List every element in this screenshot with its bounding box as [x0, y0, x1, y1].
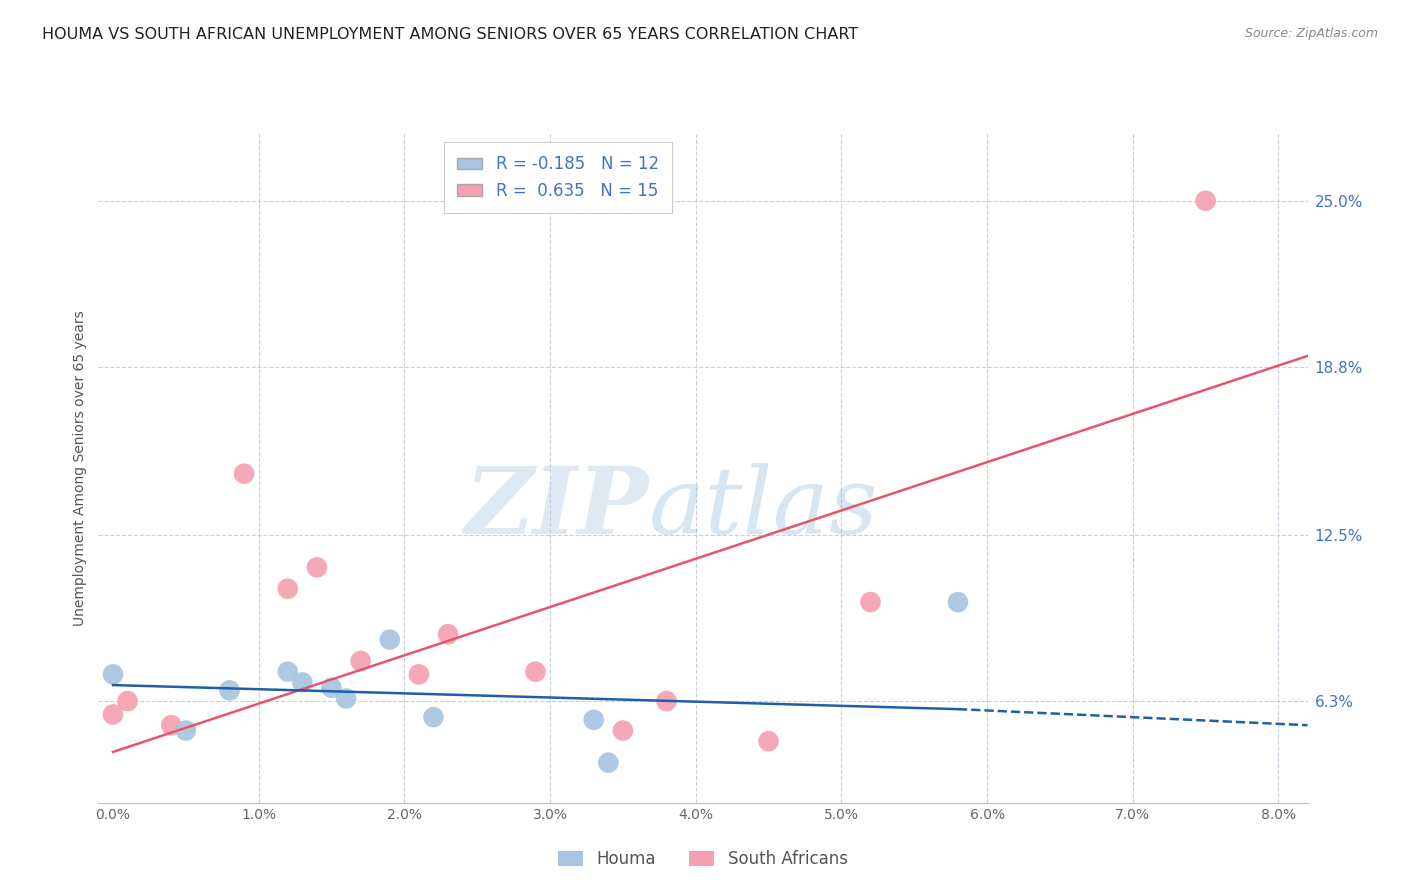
Point [408, 667, 430, 681]
Text: Source: ZipAtlas.com: Source: ZipAtlas.com [1244, 27, 1378, 40]
Point [117, 694, 139, 708]
Point [946, 595, 969, 609]
Point [321, 681, 343, 695]
Text: atlas: atlas [648, 464, 879, 553]
Point [277, 665, 299, 679]
Point [422, 710, 444, 724]
Point [218, 683, 240, 698]
Point [582, 713, 605, 727]
Point [160, 718, 183, 732]
Text: HOUMA VS SOUTH AFRICAN UNEMPLOYMENT AMONG SENIORS OVER 65 YEARS CORRELATION CHAR: HOUMA VS SOUTH AFRICAN UNEMPLOYMENT AMON… [42, 27, 859, 42]
Point [101, 667, 124, 681]
Point [305, 560, 328, 574]
Point [655, 694, 678, 708]
Point [524, 665, 547, 679]
Point [758, 734, 780, 748]
Point [859, 595, 882, 609]
Point [350, 654, 373, 668]
Point [291, 675, 314, 690]
Point [233, 467, 256, 481]
Point [174, 723, 197, 738]
Y-axis label: Unemployment Among Seniors over 65 years: Unemployment Among Seniors over 65 years [73, 310, 87, 626]
Text: ZIP: ZIP [464, 464, 648, 553]
Point [378, 632, 401, 647]
Point [1194, 194, 1216, 208]
Point [437, 627, 460, 641]
Legend: Houma, South Africans: Houma, South Africans [551, 844, 855, 875]
Point [612, 723, 634, 738]
Point [101, 707, 124, 722]
Point [277, 582, 299, 596]
Point [335, 691, 357, 706]
Point [598, 756, 620, 770]
Legend: R = -0.185   N = 12, R =  0.635   N = 15: R = -0.185 N = 12, R = 0.635 N = 15 [444, 142, 672, 213]
